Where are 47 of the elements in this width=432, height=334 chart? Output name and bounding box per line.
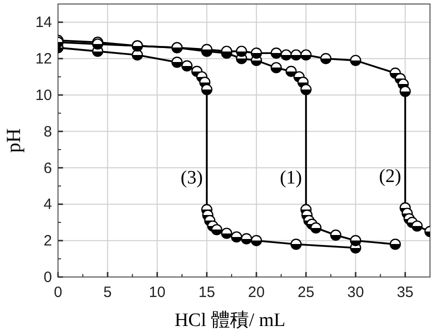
x-tick-label: 10 [148, 284, 166, 301]
x-tick-label: 5 [103, 284, 112, 301]
x-tick-label: 30 [347, 284, 364, 301]
y-tick-label: 2 [44, 232, 52, 250]
point [290, 49, 302, 61]
point [132, 49, 143, 61]
y-tick-label: 8 [44, 123, 52, 140]
y-tick-label: 0 [44, 269, 52, 286]
point [350, 54, 362, 66]
point [320, 53, 332, 64]
y-tick-label: 14 [35, 14, 52, 32]
x-tick-label: 20 [248, 284, 265, 301]
point [350, 235, 362, 246]
x-axis-title: HCl 體積/ mL [174, 310, 286, 331]
point [221, 228, 232, 239]
point [201, 84, 212, 96]
y-axis-title: pH [3, 128, 25, 153]
x-tick-label: 25 [298, 284, 314, 301]
series-label: (1) [280, 168, 302, 189]
y-tick-label: 4 [44, 196, 52, 214]
point [236, 46, 248, 57]
point [280, 49, 292, 61]
point [270, 62, 282, 74]
point [286, 66, 297, 77]
point [330, 230, 342, 241]
point [390, 238, 401, 250]
point [181, 60, 193, 72]
point [300, 84, 312, 96]
point [400, 86, 411, 97]
series-label: (2) [379, 166, 402, 187]
point [240, 233, 252, 244]
point [270, 48, 282, 59]
point [290, 238, 302, 250]
point [211, 224, 222, 236]
y-tick-label: 10 [35, 87, 52, 104]
point [171, 56, 183, 68]
point [310, 222, 322, 234]
point [250, 235, 262, 246]
point [412, 220, 423, 232]
point [230, 231, 242, 243]
point [300, 49, 312, 61]
x-tick-label: 35 [396, 284, 414, 301]
point [250, 48, 262, 59]
x-tick-label: 15 [198, 284, 216, 301]
y-tick-label: 12 [35, 50, 52, 68]
y-tick-label: 6 [44, 160, 52, 177]
series-label: (3) [180, 168, 203, 189]
